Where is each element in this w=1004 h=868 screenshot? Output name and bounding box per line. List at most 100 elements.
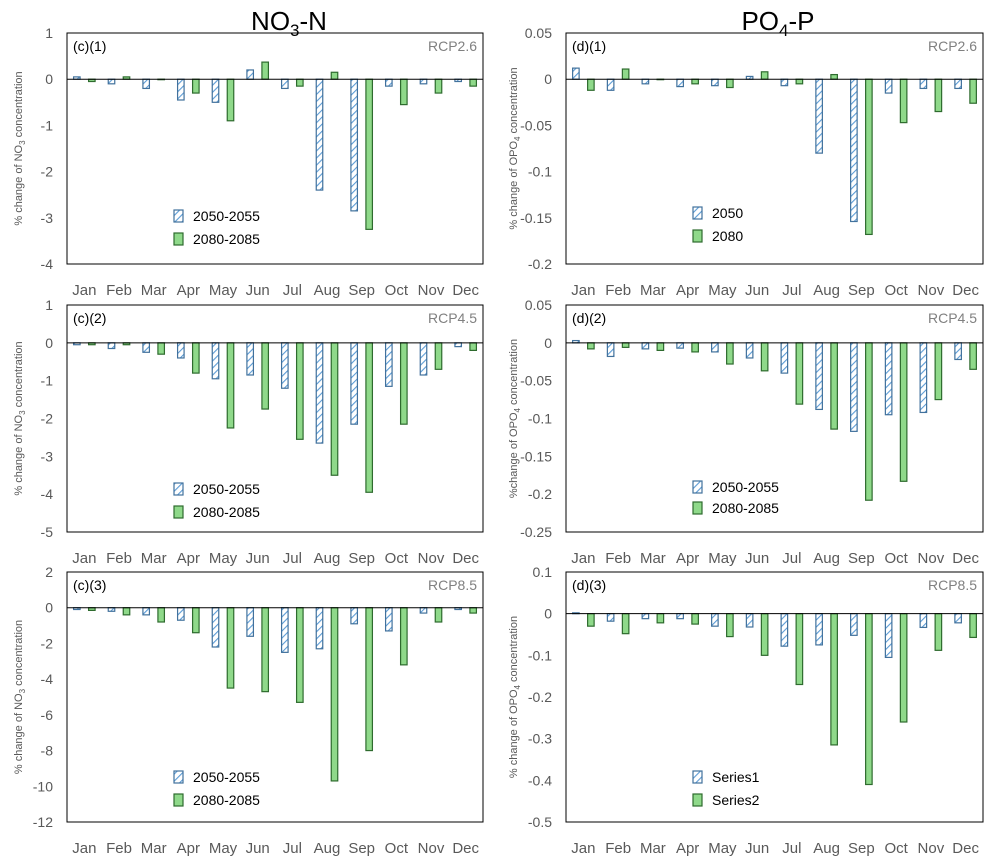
- legend-swatch: [692, 793, 703, 807]
- x-tick-label: Mar: [640, 550, 666, 567]
- y-tick-label: -0.2: [528, 256, 552, 272]
- bar-series1-may: [711, 613, 719, 627]
- bar-series1-oct: [384, 78, 393, 87]
- legend-swatch: [692, 480, 703, 494]
- bar-series2-aug: [830, 73, 838, 80]
- bar-series2-sep: [865, 342, 873, 501]
- bar-series1-apr: [176, 342, 185, 359]
- bar-series1-jul: [280, 78, 289, 90]
- x-tick-label: Dec: [452, 840, 479, 857]
- bar-series2-jul: [295, 607, 304, 703]
- y-tick-label: -4: [41, 486, 54, 502]
- bar-series2-oct: [399, 342, 408, 425]
- x-tick-label: Sep: [848, 282, 875, 299]
- bar-series2-apr: [191, 342, 200, 374]
- y-tick-label: -6: [41, 707, 54, 723]
- bar-series2-nov: [934, 613, 943, 651]
- panel-label: (d)(1): [572, 38, 606, 54]
- bar-series2-mar: [656, 342, 665, 352]
- bar-series1-nov: [919, 342, 928, 414]
- bar-series2-aug: [330, 342, 339, 476]
- bar-series2-feb: [621, 342, 630, 348]
- bar-series2-sep: [865, 613, 873, 786]
- x-tick-label: Feb: [106, 840, 132, 857]
- y-tick-label: -0.4: [528, 772, 552, 788]
- bar-series2-mar: [157, 607, 166, 623]
- bar-series1-jul: [780, 342, 789, 374]
- x-tick-label: Mar: [141, 282, 167, 299]
- x-tick-label: Jan: [571, 550, 595, 567]
- legend-swatch: [173, 770, 184, 784]
- x-tick-label: Feb: [605, 282, 631, 299]
- bar-series2-may: [226, 607, 235, 689]
- x-tick-label: Aug: [813, 550, 840, 567]
- bar-series1-may: [211, 607, 220, 648]
- bar-series2-may: [226, 78, 235, 122]
- bar-series1-sep: [350, 607, 359, 625]
- bar-series1-sep: [350, 78, 359, 212]
- bar-series2-jul: [295, 342, 304, 440]
- y-axis-label: % change of NO3 concentration: [13, 341, 27, 495]
- y-tick-label: -8: [41, 743, 54, 759]
- bar-series2-nov: [934, 78, 943, 113]
- panel-c2: 1 0 -1 -2 -3 -4 -5 Jan Feb Mar Apr May Jun Jul Aug Sep O…: [13, 297, 484, 567]
- bar-series1-aug: [315, 607, 324, 650]
- bar-series1-feb: [606, 613, 615, 622]
- x-tick-label: Nov: [918, 282, 945, 299]
- x-tick-label: Nov: [918, 550, 945, 567]
- x-tick-label: Feb: [605, 550, 631, 567]
- bar-series2-apr: [691, 613, 699, 625]
- x-tick-label: Dec: [952, 840, 979, 857]
- bar-series1-feb: [107, 78, 116, 85]
- y-tick-label: -0.1: [528, 647, 552, 663]
- x-tick-label: Feb: [106, 282, 132, 299]
- bar-series1-jun: [246, 69, 255, 80]
- bar-series2-aug: [330, 607, 339, 782]
- y-tick-label: -10: [33, 778, 53, 794]
- x-tick-label: Jul: [283, 840, 302, 857]
- x-tick-label: Jun: [246, 550, 270, 567]
- bar-series2-nov: [434, 342, 443, 370]
- x-tick-label: Jan: [571, 282, 595, 299]
- y-tick-label: 0.1: [533, 564, 553, 580]
- bar-series2-may: [726, 78, 734, 89]
- bar-series1-oct: [884, 613, 893, 659]
- x-tick-label: Apr: [177, 282, 200, 299]
- bar-series1-apr: [676, 342, 684, 349]
- bar-series1-dec: [954, 78, 962, 90]
- x-tick-label: Mar: [141, 550, 167, 567]
- x-tick-label: Jan: [72, 840, 96, 857]
- x-tick-label: Feb: [106, 550, 132, 567]
- bar-series2-apr: [691, 78, 699, 85]
- bar-series2-dec: [469, 78, 478, 87]
- bar-series1-apr: [176, 78, 185, 101]
- x-tick-label: Dec: [952, 550, 979, 567]
- bar-series1-aug: [815, 78, 823, 154]
- bar-series2-aug: [830, 342, 838, 430]
- bar-series1-nov: [919, 613, 928, 629]
- x-tick-label: Oct: [385, 550, 409, 567]
- legend-label: 2050-2055: [712, 479, 779, 495]
- bar-series1-jun: [745, 342, 754, 359]
- bar-series1-jul: [280, 342, 289, 389]
- legend-swatch: [173, 505, 184, 519]
- x-tick-label: Jan: [571, 840, 595, 857]
- bar-series2-dec: [969, 78, 977, 104]
- bar-series1-jan: [572, 67, 580, 80]
- y-tick-label: 1: [45, 297, 53, 313]
- bar-series2-jun: [261, 61, 270, 80]
- bar-series1-jul: [280, 607, 289, 653]
- x-tick-label: Dec: [952, 282, 979, 299]
- x-tick-label: Jun: [745, 550, 769, 567]
- y-axis-label: % change of NO3 concentration: [13, 620, 27, 774]
- bar-series2-jul: [795, 613, 804, 686]
- legend-label: Series2: [712, 792, 760, 808]
- bar-series2-jun: [760, 71, 769, 80]
- bar-series2-mar: [656, 613, 665, 624]
- x-tick-label: May: [708, 550, 737, 567]
- bar-series1-jun: [246, 342, 255, 376]
- x-tick-label: Sep: [348, 550, 375, 567]
- bar-series2-apr: [691, 342, 699, 353]
- bar-series2-oct: [399, 78, 408, 106]
- x-tick-label: Mar: [640, 282, 666, 299]
